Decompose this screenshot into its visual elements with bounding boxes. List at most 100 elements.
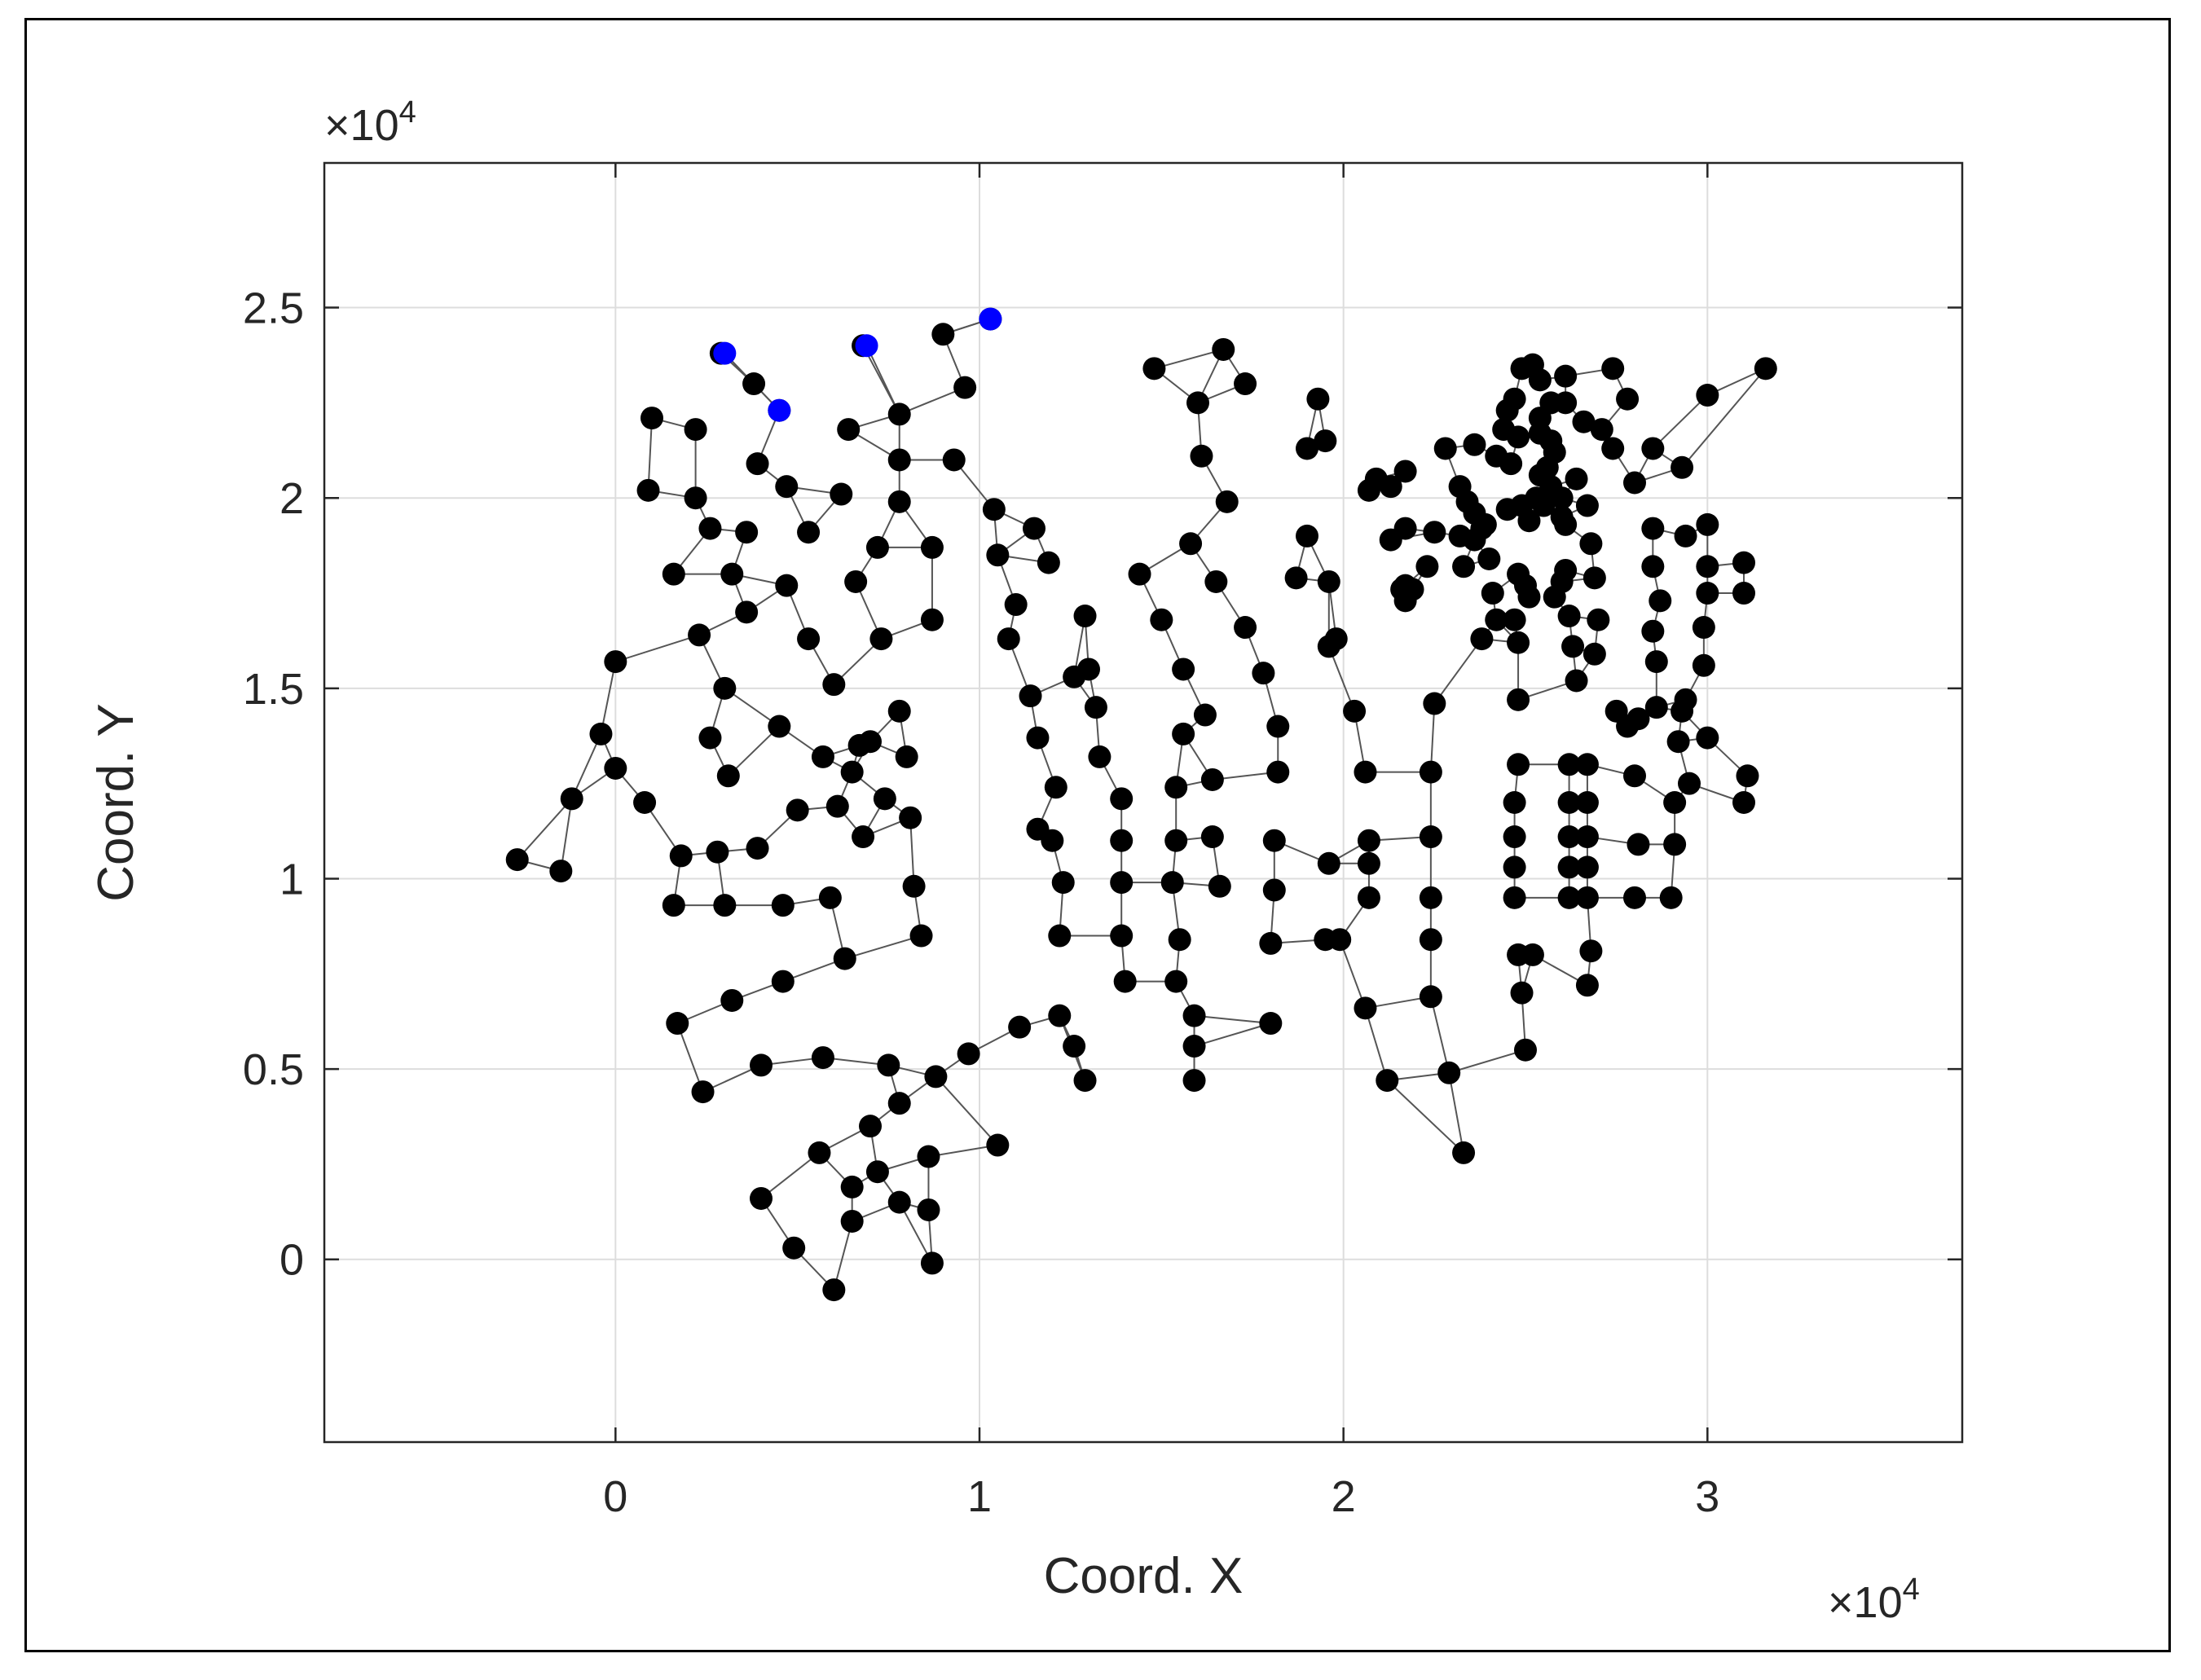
network-node (1561, 635, 1585, 658)
network-node (825, 794, 849, 818)
axes-box (323, 161, 1964, 1444)
network-node (1215, 490, 1239, 513)
network-node (1262, 878, 1286, 902)
network-node (1259, 931, 1283, 955)
network-node (1234, 616, 1257, 640)
network-node (1048, 1004, 1072, 1027)
network-node (768, 715, 791, 738)
network-node (1554, 391, 1578, 415)
pipe-edge (935, 1075, 999, 1146)
network-node (1379, 528, 1402, 552)
network-node (1393, 460, 1417, 483)
y-tick-label: 2 (280, 474, 304, 523)
network-node (775, 475, 799, 499)
network-node (1110, 871, 1134, 895)
network-node (1026, 726, 1050, 750)
network-node (1204, 570, 1228, 593)
network-node (735, 600, 759, 624)
network-node (1514, 1038, 1537, 1062)
network-node (865, 1160, 889, 1184)
network-node (633, 791, 657, 814)
pipe-edge (516, 798, 573, 860)
network-node (1023, 517, 1045, 540)
network-nodes (505, 307, 1777, 1302)
network-node (1296, 524, 1318, 548)
network-node (1503, 886, 1526, 909)
network-node (1550, 486, 1574, 510)
pipe-edge (728, 725, 781, 777)
network-node (1481, 582, 1504, 605)
network-node (604, 650, 627, 674)
network-node (1266, 715, 1290, 738)
network-node (1164, 970, 1188, 993)
pipe-edge (1154, 348, 1224, 370)
network-node (1004, 593, 1028, 617)
network-node (1463, 433, 1486, 456)
network-node (1026, 817, 1050, 841)
network-node (1579, 939, 1603, 963)
pipe-edge (833, 1220, 853, 1291)
network-node (1172, 722, 1195, 745)
y-tick-label: 0.5 (243, 1045, 304, 1094)
network-node (1073, 605, 1097, 628)
network-node (1164, 776, 1188, 799)
pipe-edge (647, 418, 653, 490)
network-node (942, 448, 966, 472)
network-node (1357, 478, 1380, 502)
pipe-edge (1681, 367, 1767, 468)
pipe-edge (570, 733, 602, 799)
network-node (1499, 452, 1523, 476)
network-node (549, 860, 573, 883)
network-node (909, 924, 933, 948)
network-node (833, 947, 856, 970)
network-node (840, 1209, 864, 1233)
network-node (1678, 772, 1701, 795)
y-exponent-label: ×104 (324, 95, 416, 150)
network-node (1110, 924, 1134, 948)
pipe-edge (560, 798, 573, 872)
network-node (1044, 776, 1067, 799)
network-node (895, 745, 918, 768)
network-node (1113, 970, 1137, 993)
network-plot: 0 1 2 300.511.522.5 Coord. Y Coord. X ×104 … (88, 95, 1964, 1627)
network-node (786, 798, 809, 822)
x-axis-label: Coord. X (1044, 1548, 1244, 1604)
grid-lines (324, 163, 1962, 1442)
network-node (797, 627, 821, 651)
network-node (887, 448, 911, 472)
network-node (1575, 855, 1599, 879)
pipe-edge (1339, 939, 1367, 1009)
network-node (1659, 886, 1683, 909)
network-node (1317, 570, 1340, 593)
network-node (1419, 825, 1442, 849)
network-node (1262, 829, 1286, 852)
network-node (669, 844, 693, 868)
network-node (1252, 662, 1275, 685)
network-node (1200, 825, 1224, 849)
pipe-edge (1386, 1080, 1464, 1154)
network-node (1193, 703, 1217, 727)
network-node (1419, 760, 1442, 784)
pipe-edge (865, 345, 900, 415)
network-node (1557, 753, 1581, 776)
network-node (1557, 855, 1581, 879)
network-node (982, 498, 1006, 521)
pipe-edge (1429, 996, 1450, 1073)
network-node (1532, 494, 1556, 517)
network-node (684, 486, 707, 510)
network-node (869, 627, 893, 651)
network-node (1208, 874, 1231, 898)
network-node (1110, 829, 1134, 852)
highlighted-node (855, 334, 878, 358)
network-node (1732, 582, 1755, 605)
network-node (662, 562, 685, 586)
network-node (1212, 337, 1235, 361)
network-node (1393, 589, 1417, 613)
x-tick-label: 3 (1695, 1472, 1719, 1521)
network-node (1200, 767, 1224, 791)
network-node (706, 840, 729, 864)
network-node (1521, 943, 1544, 966)
network-node (1507, 753, 1530, 776)
pipe-edge (1652, 394, 1709, 450)
network-node (1357, 851, 1380, 875)
